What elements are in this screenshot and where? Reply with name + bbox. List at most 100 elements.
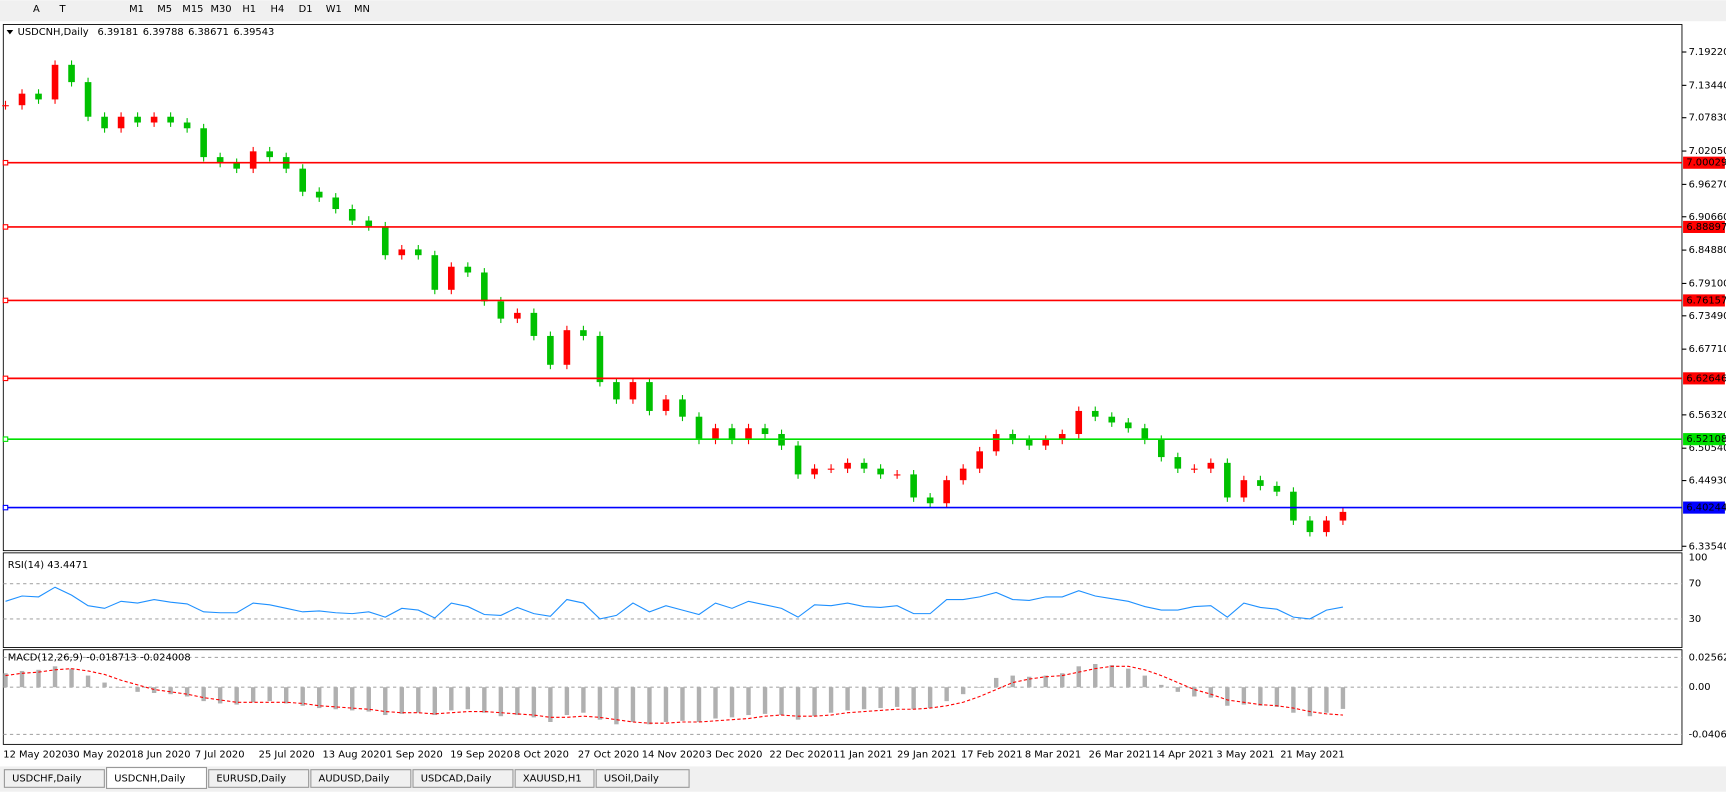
candle	[745, 428, 752, 440]
macd-bar	[647, 687, 652, 725]
price-tick-label: 6.44930	[1689, 476, 1726, 487]
macd-bar	[878, 687, 883, 709]
candle	[514, 312, 521, 319]
macd-bar	[845, 687, 850, 711]
macd-bar	[449, 687, 454, 711]
macd-bar	[1225, 687, 1230, 706]
candle	[101, 116, 108, 129]
price-tick-label: 7.02050	[1689, 146, 1726, 157]
timeframe-button[interactable]: MN	[354, 4, 370, 15]
date-label: 19 Sep 2020	[450, 749, 513, 760]
tab-label[interactable]: XAUUSD,H1	[523, 774, 582, 785]
candle	[365, 220, 373, 227]
tab-label[interactable]: USDCAD,Daily	[421, 774, 492, 785]
candle	[1290, 491, 1297, 521]
candle	[150, 116, 158, 123]
tab-label[interactable]: USDCHF,Daily	[12, 774, 81, 785]
tab[interactable]	[3, 769, 105, 788]
timeframe-button[interactable]: D1	[299, 4, 313, 15]
macd-bar	[614, 687, 619, 725]
candle	[679, 399, 686, 417]
tab[interactable]	[514, 769, 595, 788]
macd-bar	[399, 687, 404, 714]
price-tick-label: 6.33540	[1689, 541, 1726, 552]
candle	[794, 445, 802, 475]
date-label: 27 Oct 2020	[578, 749, 639, 760]
level-handle	[2, 504, 9, 511]
tab-label[interactable]: USDCNH,Daily	[114, 774, 185, 785]
level-label-bg	[1683, 220, 1725, 233]
timeframe-button[interactable]: M15	[182, 4, 203, 15]
candle	[464, 266, 472, 273]
tab[interactable]	[106, 766, 208, 789]
macd-bar	[118, 687, 124, 688]
tab[interactable]	[595, 769, 690, 788]
tab[interactable]	[208, 769, 310, 788]
macd-bar	[861, 687, 867, 710]
price-tick-label: 6.56320	[1689, 410, 1726, 421]
candle	[200, 128, 207, 158]
candle	[249, 151, 257, 169]
macd-bar	[1142, 675, 1147, 688]
rsi-panel	[2, 552, 1683, 648]
date-label: 25 Jul 2020	[259, 749, 315, 760]
timeframe-button[interactable]: M30	[210, 4, 231, 15]
macd-bar	[416, 687, 421, 713]
rsi-line	[5, 586, 1344, 620]
macd-bar	[1175, 687, 1181, 692]
macd-bar	[317, 687, 322, 709]
candle	[84, 82, 92, 117]
tab-label[interactable]: AUDUSD,Daily	[319, 774, 390, 785]
date-label: 29 Jan 2021	[897, 749, 956, 760]
date-label: 14 Nov 2020	[642, 749, 705, 760]
date-label: 30 May 2020	[67, 749, 132, 760]
candle	[2, 105, 9, 107]
candle	[811, 468, 818, 475]
candle	[728, 428, 736, 440]
timeframe-button[interactable]: W1	[326, 4, 342, 15]
timeframe-button[interactable]: H1	[242, 4, 256, 15]
tool-button[interactable]: T	[58, 4, 66, 15]
candle	[893, 474, 901, 476]
candle	[497, 301, 505, 319]
macd-bar	[383, 687, 388, 716]
date-label: 12 May 2020	[3, 749, 67, 760]
tab-label[interactable]: USOil,Daily	[604, 774, 659, 785]
macd-bar	[482, 687, 487, 713]
macd-bar	[1027, 676, 1032, 688]
timeframe-button[interactable]: H4	[271, 4, 285, 15]
date-label: 18 Jun 2020	[131, 749, 191, 760]
macd-bar	[927, 687, 933, 709]
macd-bar	[564, 687, 570, 716]
tool-button[interactable]: A	[33, 4, 40, 15]
timeframe-button[interactable]: M5	[157, 4, 172, 15]
macd-bar	[1043, 675, 1048, 688]
candle	[761, 428, 769, 435]
macd-bar	[795, 687, 801, 720]
level-handle	[2, 436, 9, 442]
level-handle	[2, 159, 9, 166]
candle	[1025, 439, 1033, 446]
date-label: 26 Mar 2021	[1089, 749, 1152, 760]
candle	[1191, 468, 1198, 470]
macd-bar	[366, 687, 371, 712]
candle	[381, 226, 389, 256]
macd-bar	[333, 687, 338, 710]
candle	[1158, 439, 1165, 458]
candle	[1009, 434, 1017, 440]
candle	[596, 335, 604, 383]
candle	[1174, 457, 1182, 469]
candle	[1075, 410, 1083, 435]
tab[interactable]	[412, 769, 514, 788]
macd-bar	[762, 687, 768, 714]
level-label-bg	[1683, 372, 1725, 385]
tab-label[interactable]: EURUSD,Daily	[216, 774, 286, 785]
indicator-label: MACD(12,26,9) -0.018713 -0.024008	[8, 652, 191, 663]
toolbar	[0, 0, 1726, 22]
macd-bar	[515, 687, 520, 716]
quote: 6.39181	[97, 27, 138, 38]
date-label: 7 Jul 2020	[195, 749, 245, 760]
timeframe-button[interactable]: M1	[129, 4, 144, 15]
level-label-bg	[1683, 433, 1725, 446]
tab[interactable]	[310, 769, 412, 788]
